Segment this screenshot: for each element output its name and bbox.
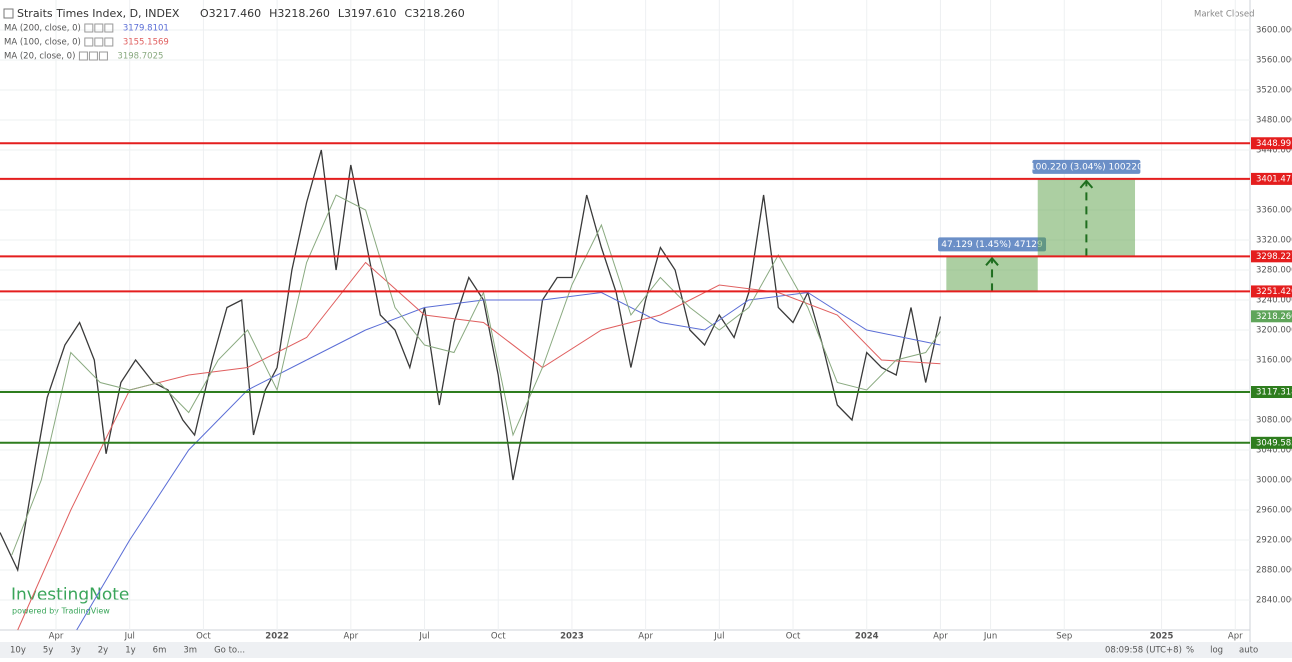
y-tick-label: 3160.000 [1256,356,1292,366]
legend-name[interactable]: MA (20, close, 0) [4,52,75,62]
legend-icon[interactable] [104,37,114,47]
legend-icon[interactable] [98,51,108,61]
option-button[interactable]: % [1186,646,1194,656]
y-tick-label: 3320.000 [1256,236,1292,246]
toolbar [0,642,1292,658]
level-label: 3251.420 [1256,287,1292,297]
y-tick-label: 3000.000 [1256,476,1292,486]
y-tick-label: 3480.000 [1256,116,1292,126]
legend-icon[interactable] [88,51,98,61]
ohlc-value: C3218.260 [405,7,465,20]
level-tag [1251,137,1292,150]
y-tick-label: 2880.000 [1256,566,1292,576]
legend-value: 3179.8101 [123,24,169,34]
legend-name[interactable]: MA (200, close, 0) [4,24,81,34]
ma-line [17,261,941,631]
x-tick-label: Oct [786,632,801,642]
range-button[interactable]: 5y [43,646,53,656]
logo-sub: powered by TradingView [12,607,110,616]
range-button[interactable]: 3y [70,646,80,656]
legend-icon[interactable] [84,37,94,47]
level-tag [1251,386,1292,399]
x-tick-label: Jul [418,632,429,642]
measure-box [1037,178,1136,257]
y-tick-label: 3240.000 [1256,296,1292,306]
y-tick-label: 3360.000 [1256,206,1292,216]
y-tick-label: 3080.000 [1256,416,1292,426]
x-tick-label: Jul [124,632,135,642]
measure-label: 100.220 (3.04%) 100220 [1030,162,1143,172]
range-button[interactable]: 6m [153,646,167,656]
x-tick-label: Jul [713,632,724,642]
x-tick-label: 2025 [1150,632,1174,642]
legend-value: 3198.7025 [117,52,163,62]
option-button[interactable]: auto [1239,646,1258,656]
chart-title: Straits Times Index, D, INDEX [17,7,180,20]
x-tick-label: Jun [983,632,997,642]
level-label: 3298.227 [1256,252,1292,262]
status: Market Closed [1194,10,1254,20]
y-tick-label: 3280.000 [1256,266,1292,276]
level-label: 3448.991 [1256,139,1292,149]
ma-line [76,291,941,631]
level-tag [1251,172,1292,185]
x-tick-label: Apr [343,632,358,642]
x-tick-label: 2022 [265,632,289,642]
y-tick-label: 2840.000 [1256,596,1292,606]
y-tick-label: 3040.000 [1256,446,1292,456]
x-tick-label: Oct [491,632,506,642]
collapse-icon[interactable] [3,8,14,19]
range-button[interactable]: 3m [183,646,197,656]
range-button[interactable]: 10y [10,646,26,656]
level-label: 3049.585 [1256,438,1292,448]
ohlc-value: O3217.460 [200,7,261,20]
price-line [0,149,942,573]
measure-label: 47.129 (1.45%) 47129 [941,240,1043,250]
price-tag [1251,310,1292,323]
legend-icon[interactable] [94,37,104,47]
logo: InvestingNote [11,585,129,605]
x-tick-label: Sep [1056,632,1072,642]
arrow-head [985,256,999,266]
clock: 08:09:58 (UTC+8) [1105,646,1182,656]
y-tick-label: 3200.000 [1256,326,1292,336]
level-label: 3117.318 [1256,388,1292,398]
level-tag [1251,285,1292,298]
level-tag [1251,436,1292,449]
range-button[interactable]: 2y [98,646,108,656]
y-tick-label: 2960.000 [1256,506,1292,516]
price-label: 3218.260 [1256,312,1292,322]
y-tick-label: 3560.000 [1256,56,1292,66]
legend-icon[interactable] [94,23,104,33]
y-tick-label: 3520.000 [1256,86,1292,96]
measure-label-bg [938,237,1047,252]
arrow-head [1079,179,1094,189]
x-tick-label: Apr [638,632,653,642]
y-tick-label: 3600.000 [1256,26,1292,36]
x-tick-label: Apr [49,632,64,642]
range-button[interactable]: 1y [125,646,135,656]
x-tick-label: 2024 [855,632,879,642]
y-tick-label: 3440.000 [1256,146,1292,156]
legend-name[interactable]: MA (100, close, 0) [4,38,81,48]
y-tick-label: 2920.000 [1256,536,1292,546]
level-label: 3401.475 [1256,174,1292,184]
x-tick-label: Apr [933,632,948,642]
level-tag [1251,250,1292,263]
x-tick-label: Oct [196,632,211,642]
legend-value: 3155.1569 [123,38,169,48]
x-tick-label: 2023 [560,632,584,642]
legend-icon[interactable] [84,23,94,33]
legend-icon[interactable] [104,23,114,33]
range-button[interactable]: Go to... [214,646,245,656]
x-tick-label: Apr [1228,632,1243,642]
legend-icon[interactable] [78,51,88,61]
ohlc-value: H3218.260 [269,7,330,20]
measure-label-bg [1032,159,1141,174]
ohlc-value: L3197.610 [338,7,397,20]
option-button[interactable]: log [1210,646,1223,656]
